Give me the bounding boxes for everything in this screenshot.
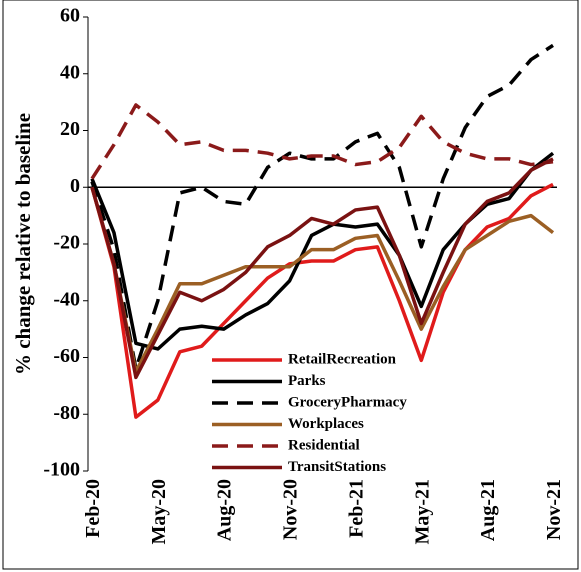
y-tick-label: -100 (43, 459, 80, 481)
y-tick-label: -60 (53, 345, 80, 367)
y-tick-label: 20 (60, 118, 80, 140)
legend-label: Parks (288, 373, 326, 389)
legend-label: TransitStations (288, 459, 386, 475)
x-tick-label: Feb-21 (345, 479, 367, 538)
x-tick-label: Feb-20 (82, 479, 104, 538)
x-tick-label: Nov-20 (280, 479, 302, 540)
y-tick-label: -20 (53, 232, 80, 254)
series-line (90, 186, 555, 374)
series-line (90, 182, 554, 419)
x-tick-label: Aug-20 (214, 479, 236, 541)
x-tick-label: Nov-21 (543, 479, 565, 540)
x-tick-label: Aug-21 (477, 479, 499, 541)
x-tick-label: May-20 (148, 479, 170, 545)
y-tick-label: 0 (70, 175, 80, 197)
legend-label: RetailRecreation (288, 351, 397, 367)
y-tick-label: 40 (60, 61, 80, 83)
series-line (90, 43, 554, 371)
series-line (90, 103, 554, 180)
x-tick-label: May-21 (411, 479, 433, 545)
legend-label: Workplaces (288, 416, 364, 432)
y-tick-label: -80 (53, 402, 80, 424)
y-tick-label: 60 (60, 5, 80, 27)
y-axis-title: % change relative to baseline (11, 113, 35, 375)
y-tick-label: -40 (53, 288, 80, 310)
legend-label: Residential (288, 437, 360, 453)
series-line (90, 157, 554, 380)
legend-label: GroceryPharmacy (288, 394, 407, 410)
